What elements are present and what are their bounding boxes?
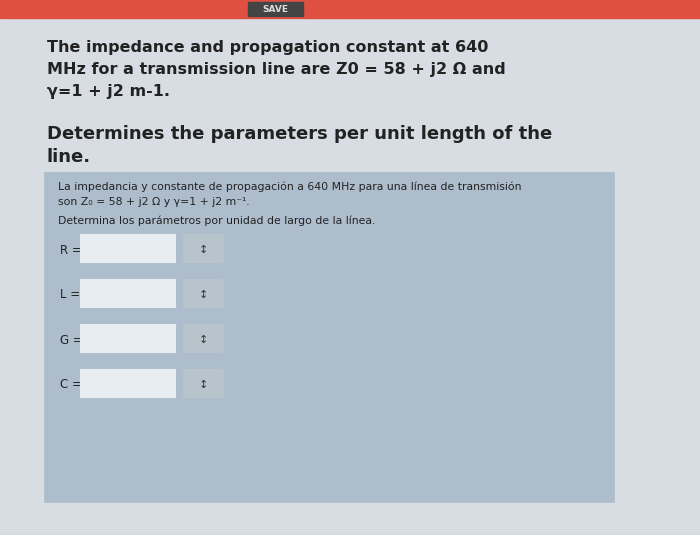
Bar (183, 234, 223, 262)
Text: La impedancia y constante de propagación a 640 MHz para una línea de transmisión: La impedancia y constante de propagación… (58, 182, 522, 193)
Text: SAVE: SAVE (262, 4, 288, 13)
Bar (248, 2, 303, 16)
Text: Determina los parámetros por unidad de largo de la línea.: Determina los parámetros por unidad de l… (58, 216, 375, 226)
Text: γ=1 + j2 m-1.: γ=1 + j2 m-1. (47, 84, 170, 99)
Bar (0, 0, 700, 18)
Text: ↕: ↕ (198, 380, 208, 390)
Text: L =: L = (60, 288, 80, 302)
Text: ↕: ↕ (198, 335, 208, 345)
Bar (80, 324, 175, 352)
Text: C =: C = (60, 378, 82, 392)
Bar (44, 172, 614, 502)
Text: G =: G = (60, 333, 83, 347)
Text: ↕: ↕ (198, 245, 208, 255)
Text: son Z₀ = 58 + j2 Ω y γ=1 + j2 m⁻¹.: son Z₀ = 58 + j2 Ω y γ=1 + j2 m⁻¹. (58, 197, 250, 207)
Text: The impedance and propagation constant at 640: The impedance and propagation constant a… (47, 40, 489, 55)
Bar (80, 369, 175, 397)
Bar (183, 324, 223, 352)
Text: ↕: ↕ (198, 290, 208, 300)
Bar (183, 279, 223, 307)
Text: MHz for a transmission line are Z0 = 58 + j2 Ω and: MHz for a transmission line are Z0 = 58 … (47, 62, 505, 77)
Text: line.: line. (47, 148, 91, 166)
Bar (80, 234, 175, 262)
Text: Determines the parameters per unit length of the: Determines the parameters per unit lengt… (47, 125, 552, 143)
Text: R =: R = (60, 243, 82, 256)
Bar (183, 369, 223, 397)
Bar (80, 279, 175, 307)
